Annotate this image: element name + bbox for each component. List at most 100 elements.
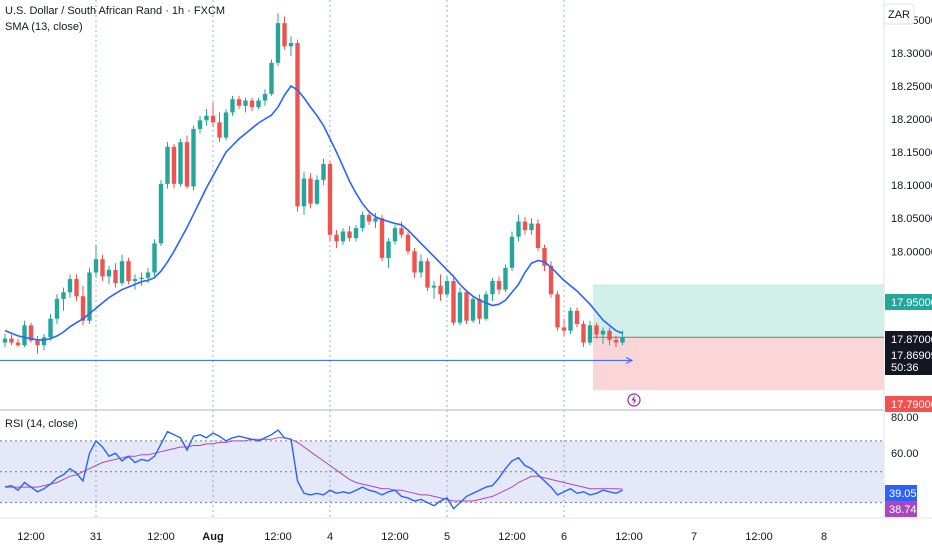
candle [561, 327, 567, 331]
candle [282, 23, 287, 47]
candle [35, 340, 40, 346]
price-tick-label: 18.10000 [891, 180, 932, 192]
candle [483, 294, 489, 319]
candle [249, 100, 255, 108]
stop-loss-tag: 17.79000 [885, 396, 932, 412]
candle [574, 310, 580, 325]
candle [80, 296, 86, 321]
candle [132, 279, 138, 282]
candle [54, 298, 60, 319]
lightning-icon[interactable] [627, 393, 641, 407]
stop-loss-value: 17.79000 [891, 399, 932, 411]
candle [262, 93, 268, 101]
price-tick-label: 18.20000 [891, 114, 932, 126]
candle [67, 279, 73, 293]
candle [308, 178, 313, 204]
candle [256, 100, 261, 108]
candle [412, 251, 417, 273]
time-axis[interactable]: 12:00 31 12:00 Aug 12:00 4 12:00 5 12:00 6 12:00 7 1… [17, 531, 827, 543]
candle [392, 228, 398, 242]
candle [119, 261, 125, 284]
candle [74, 279, 79, 297]
candle [503, 267, 508, 290]
profit-zone [593, 284, 884, 338]
currency-button[interactable]: ZAR [883, 3, 915, 25]
time-tick-label: 12:00 [745, 531, 773, 543]
candle [191, 128, 196, 187]
time-tick-label: 12:00 [615, 531, 643, 543]
candle [100, 259, 105, 277]
candle [288, 42, 294, 47]
candle [509, 236, 515, 268]
time-tick-label: 31 [90, 531, 102, 543]
long-position-tool[interactable] [593, 284, 884, 391]
candle [490, 281, 495, 295]
time-tick-label: 12:00 [147, 531, 175, 543]
time-tick-label: 12:00 [264, 531, 292, 543]
candle [353, 228, 359, 239]
candle [217, 122, 222, 138]
candle [321, 164, 326, 180]
candle [139, 277, 144, 280]
candle [145, 272, 151, 278]
candle [496, 281, 502, 290]
candle [301, 178, 307, 207]
candle [366, 214, 372, 222]
candle [477, 298, 482, 319]
candle [405, 234, 411, 252]
candle [457, 292, 463, 323]
candle [542, 247, 547, 266]
candle [386, 241, 391, 258]
current-price-value: 17.86909 [891, 350, 932, 362]
candle [607, 330, 612, 340]
time-tick-label: 12:00 [381, 531, 409, 543]
candle [210, 115, 216, 123]
candle [464, 292, 469, 321]
candle [431, 285, 437, 288]
price-tick-label: 18.25000 [891, 81, 932, 93]
candle [522, 221, 528, 231]
candle [516, 221, 521, 237]
rsi-legend[interactable]: RSI (14, close) [5, 418, 78, 430]
candle [230, 99, 235, 113]
candle [22, 325, 27, 346]
candle [275, 23, 281, 63]
candle [379, 218, 385, 258]
candle [15, 342, 21, 346]
candle [425, 261, 430, 288]
sma-legend[interactable]: SMA (13, close) [5, 21, 83, 33]
rsi-tick-60: 60.00 [891, 448, 919, 460]
candle [334, 234, 339, 242]
candle [197, 120, 203, 129]
candle [61, 292, 66, 299]
take-profit-tag: 17.95000 [885, 294, 932, 310]
current-price-tag: 17.86909 50:36 [885, 347, 932, 375]
time-tick-label: 12:00 [498, 531, 526, 543]
candle [581, 324, 586, 343]
candle [48, 318, 53, 338]
rsi-ma-value: 38.74 [889, 504, 917, 516]
rsi-line [4, 429, 623, 510]
candle [418, 261, 424, 273]
price-tick-label: 18.05000 [891, 213, 932, 225]
rsi-value: 39.05 [889, 488, 917, 500]
sma-line [4, 84, 623, 341]
rsi-band [0, 440, 884, 504]
horizontal-ray[interactable] [0, 356, 634, 364]
candle [529, 223, 534, 231]
sma-series [4, 84, 623, 341]
candle [295, 42, 300, 207]
candle [613, 339, 619, 343]
time-tick-label: 4 [327, 531, 333, 543]
candle [470, 298, 476, 321]
candle [269, 62, 274, 94]
candle [620, 337, 625, 343]
price-tick-label: 18.30000 [891, 48, 932, 60]
ray-arrow-icon [625, 356, 634, 364]
price-tick-label: 18.15000 [891, 147, 932, 159]
chart-title[interactable]: U.S. Dollar / South African Rand · 1h · … [5, 5, 225, 17]
candle [171, 146, 177, 184]
candle [314, 179, 320, 204]
price-tick-label: 18.00000 [891, 246, 932, 258]
